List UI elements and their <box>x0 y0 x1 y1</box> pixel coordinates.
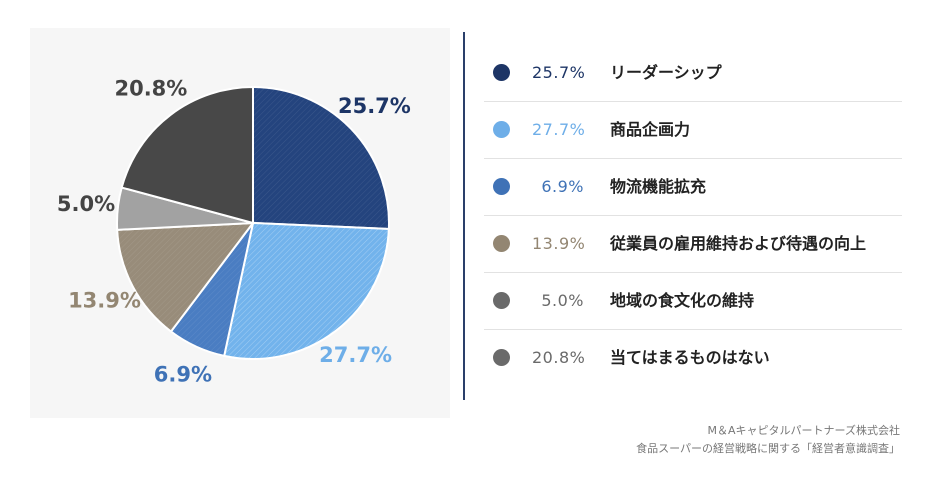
legend-dot-logistics <box>493 178 510 195</box>
legend-item-logistics: 6.9% 物流機能拡充 <box>484 159 902 216</box>
legend-label-product-planning: 商品企画力 <box>610 120 691 139</box>
legend-label-leadership: リーダーシップ <box>610 63 722 82</box>
legend-pct-product-planning: 27.7% <box>532 120 586 139</box>
legend-label-staff: 従業員の雇用維持および待遇の向上 <box>610 234 867 253</box>
legend-pct-none: 20.8% <box>532 348 586 367</box>
legend-dot-local-food <box>493 292 510 309</box>
legend-label-logistics: 物流機能拡充 <box>610 177 707 196</box>
source-company: M＆Aキャピタルパートナーズ株式会社 <box>707 424 900 437</box>
legend: 25.7% リーダーシップ 27.7% 商品企画力 6.9% 物流機能拡充 13… <box>484 45 902 386</box>
pie-slice-texture-product-planning <box>224 223 389 360</box>
source-note: M＆Aキャピタルパートナーズ株式会社 食品スーパーの経営戦略に関する「経営者意識… <box>636 422 900 458</box>
pie-slice-texture-leadership <box>253 87 390 229</box>
legend-label-local-food: 地域の食文化の維持 <box>610 291 755 310</box>
legend-dot-none <box>493 349 510 366</box>
legend-pct-logistics: 6.9% <box>541 177 584 196</box>
legend-pct-leadership: 25.7% <box>532 63 586 82</box>
legend-label-none: 当てはまるものはない <box>610 348 770 367</box>
pie-label-product-planning: 27.7% <box>319 343 392 367</box>
legend-item-local-food: 5.0% 地域の食文化の維持 <box>484 273 902 330</box>
pie-slice-none <box>120 85 254 225</box>
pie-label-local-food: 5.0% <box>57 192 115 216</box>
legend-dot-leadership <box>493 64 510 81</box>
legend-dot-product-planning <box>493 121 510 138</box>
pie-chart-area: 25.7% 27.7% 6.9% 13.9% 5.0% 20.8% <box>30 28 450 418</box>
pie-slice-texture-logistics <box>171 223 253 356</box>
legend-item-leadership: 25.7% リーダーシップ <box>484 45 902 102</box>
pie-slice-texture-staff <box>117 223 253 332</box>
source-survey: 食品スーパーの経営戦略に関する「経営者意識調査」 <box>636 442 900 455</box>
divider <box>463 32 465 400</box>
legend-item-none: 20.8% 当てはまるものはない <box>484 330 902 386</box>
pie-label-logistics: 6.9% <box>154 363 212 387</box>
legend-pct-local-food: 5.0% <box>541 291 584 310</box>
pie-label-staff: 13.9% <box>68 289 141 313</box>
legend-pct-staff: 13.9% <box>532 234 586 253</box>
legend-item-product-planning: 27.7% 商品企画力 <box>484 102 902 159</box>
pie-label-none: 20.8% <box>114 77 187 101</box>
legend-item-staff: 13.9% 従業員の雇用維持および待遇の向上 <box>484 216 902 273</box>
pie-chart: 25.7% 27.7% 6.9% 13.9% 5.0% 20.8% <box>57 77 411 387</box>
legend-dot-staff <box>493 235 510 252</box>
pie-label-leadership: 25.7% <box>338 94 411 118</box>
